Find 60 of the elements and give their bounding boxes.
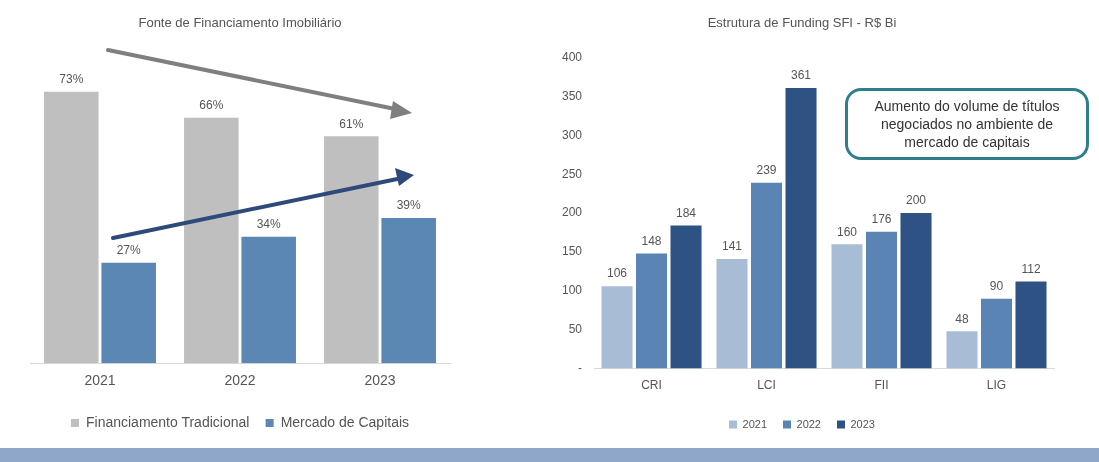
legend-label: 2021 (742, 417, 768, 430)
bar (381, 218, 436, 364)
data-label: 239 (756, 163, 777, 178)
data-label: 141 (722, 239, 743, 254)
bar (101, 262, 156, 364)
data-label: 160 (836, 224, 858, 239)
data-label: 39% (396, 198, 422, 213)
data-label: 184 (676, 205, 697, 220)
bar (900, 213, 932, 369)
data-label: 106 (607, 266, 628, 281)
data-label: 34% (256, 217, 282, 232)
bar (44, 91, 99, 364)
data-label: 112 (1021, 261, 1041, 276)
data-label: 90 (989, 278, 1004, 293)
data-label: 48 (955, 311, 969, 326)
y-tick-label: 400 (561, 49, 583, 64)
callout-box: Aumento do volume de títulos negociados no ambiente de mercado de capitais (845, 88, 1089, 160)
bar (324, 136, 379, 364)
data-label: 61% (339, 116, 364, 131)
data-label: 27% (116, 243, 142, 258)
legend-label: Financiamento Tradicional (85, 413, 250, 430)
chart-title: Estrutura de Funding SFI - R$ Bi (707, 15, 897, 31)
x-tick-label: 2023 (364, 372, 396, 389)
bar (184, 117, 239, 364)
data-label: 176 (871, 212, 892, 227)
x-tick-label: 2022 (224, 372, 256, 389)
data-label: 200 (905, 193, 927, 208)
bar (241, 236, 296, 364)
bar (670, 225, 702, 369)
y-tick-label: 250 (561, 166, 583, 181)
data-label: 73% (59, 71, 84, 86)
bar (831, 244, 863, 369)
data-label: 148 (641, 233, 662, 248)
y-tick-label: 50 (568, 322, 583, 337)
bar (1015, 281, 1047, 369)
y-tick-label: 300 (561, 127, 583, 142)
bar (636, 253, 668, 369)
chart-title: Fonte de Financiamento Imobiliário (138, 15, 342, 31)
bar (865, 231, 898, 369)
y-tick-label: 150 (561, 244, 583, 259)
x-tick-label: FII (874, 378, 889, 393)
legend-label: Mercado de Capitais (280, 413, 410, 430)
data-label: 66% (199, 97, 224, 112)
bar (716, 258, 748, 369)
y-tick-label: 100 (561, 283, 583, 298)
y-tick-label: 200 (561, 205, 583, 220)
legend-label: 2022 (796, 417, 821, 430)
x-tick-label: CRI (641, 378, 662, 393)
bar (750, 182, 783, 369)
legend-label: 2023 (850, 417, 875, 430)
x-tick-label: LCI (757, 378, 776, 393)
y-tick-label: - (578, 360, 583, 375)
bar (785, 87, 817, 369)
x-tick-label: 2021 (84, 372, 116, 389)
bar (946, 331, 978, 369)
bar (980, 298, 1013, 369)
y-tick-label: 350 (561, 88, 583, 103)
data-label: 361 (791, 68, 812, 83)
x-tick-label: LIG (986, 378, 1007, 393)
bar (601, 286, 633, 369)
